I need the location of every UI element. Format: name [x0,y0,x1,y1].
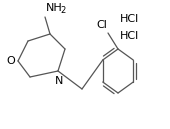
Text: O: O [6,56,15,66]
Text: HCl: HCl [120,31,139,41]
Text: Cl: Cl [96,20,107,30]
Text: 2: 2 [60,6,65,15]
Text: HCl: HCl [120,14,139,24]
Text: N: N [55,76,63,86]
Text: NH: NH [46,3,63,13]
